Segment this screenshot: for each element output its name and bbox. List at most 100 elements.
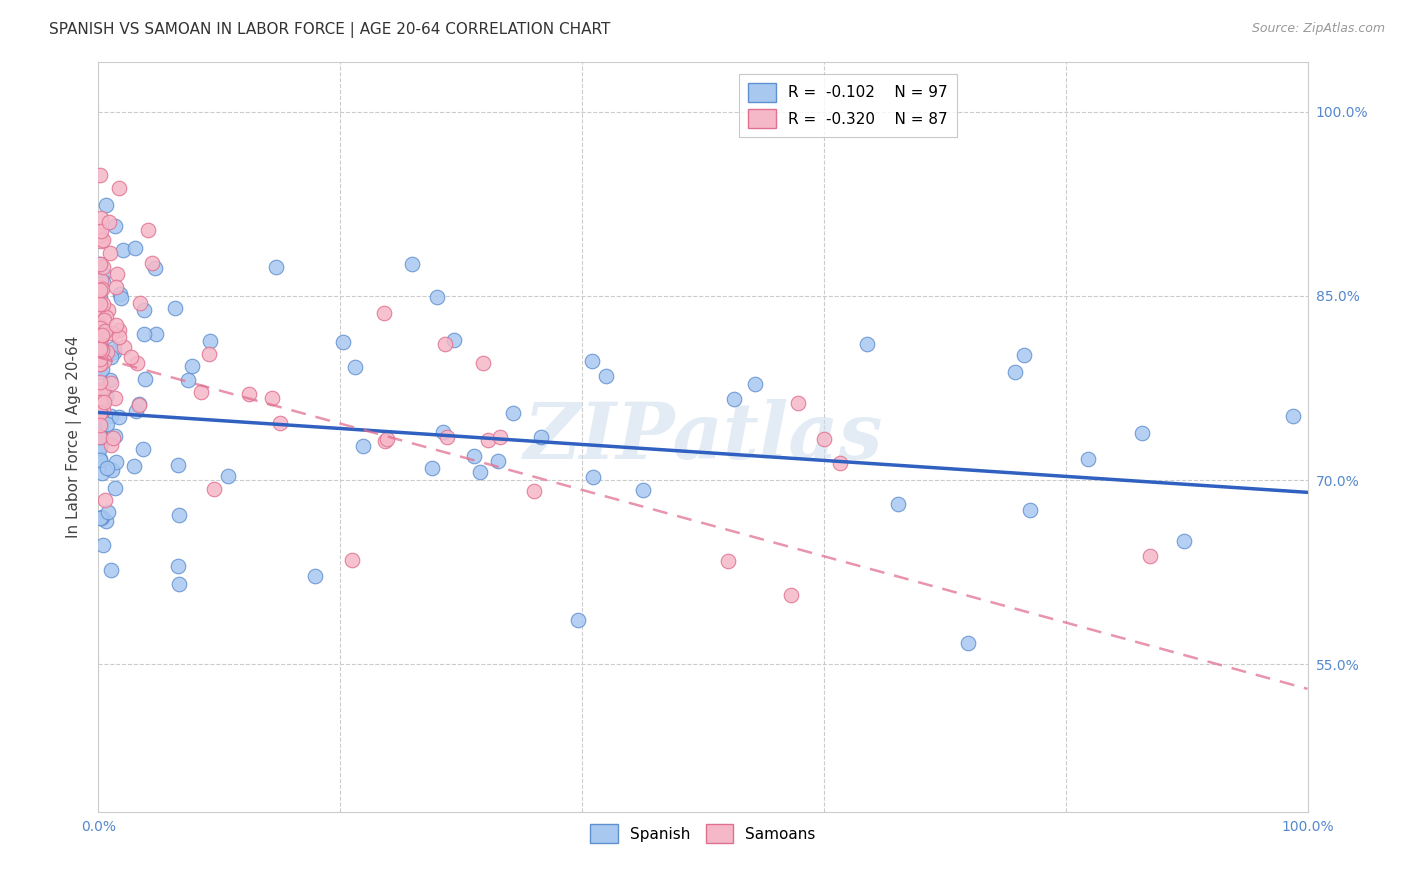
Point — [132, 442, 155, 457]
Point — [100, 409, 122, 424]
Point — [89, 430, 111, 444]
Point — [143, 261, 166, 276]
Point — [887, 497, 910, 511]
Point — [101, 326, 124, 340]
Point — [89, 283, 111, 297]
Point — [90, 235, 112, 249]
Point — [1282, 409, 1305, 424]
Point — [89, 291, 111, 305]
Point — [89, 357, 111, 371]
Point — [957, 636, 980, 650]
Point — [472, 356, 495, 370]
Point — [530, 430, 553, 444]
Point — [238, 386, 260, 401]
Point — [98, 245, 121, 260]
Point — [91, 297, 114, 311]
Legend: Spanish, Samoans: Spanish, Samoans — [583, 818, 823, 849]
Point — [89, 340, 111, 354]
Point — [107, 330, 129, 344]
Point — [105, 279, 128, 293]
Point — [90, 343, 112, 358]
Point — [103, 342, 125, 356]
Point — [89, 442, 111, 456]
Point — [91, 275, 114, 289]
Point — [198, 347, 221, 361]
Point — [166, 558, 188, 573]
Point — [828, 457, 851, 471]
Point — [463, 450, 485, 464]
Point — [470, 465, 492, 479]
Point — [90, 224, 112, 238]
Point — [91, 538, 114, 552]
Point — [433, 337, 456, 351]
Point — [90, 394, 112, 409]
Point — [98, 215, 121, 229]
Point — [375, 432, 398, 446]
Point — [89, 228, 111, 243]
Point — [1130, 425, 1153, 440]
Point — [124, 403, 146, 417]
Point — [595, 369, 617, 384]
Point — [100, 376, 122, 391]
Point — [304, 569, 326, 583]
Point — [94, 310, 117, 325]
Point — [91, 403, 114, 417]
Point — [141, 256, 163, 270]
Point — [108, 180, 131, 194]
Point — [90, 361, 112, 376]
Point — [105, 267, 128, 281]
Point — [103, 344, 125, 359]
Point — [104, 219, 127, 233]
Point — [89, 318, 111, 333]
Point — [104, 318, 127, 332]
Point — [89, 405, 111, 419]
Point — [89, 418, 111, 433]
Point — [107, 323, 129, 337]
Point — [374, 434, 396, 448]
Point — [89, 386, 111, 401]
Point — [108, 287, 131, 301]
Point — [120, 350, 142, 364]
Point — [89, 279, 111, 293]
Point — [90, 211, 112, 225]
Point — [132, 302, 155, 317]
Point — [787, 396, 810, 410]
Point — [101, 463, 124, 477]
Point — [136, 223, 159, 237]
Point — [91, 267, 114, 281]
Point — [89, 319, 111, 334]
Text: SPANISH VS SAMOAN IN LABOR FORCE | AGE 20-64 CORRELATION CHART: SPANISH VS SAMOAN IN LABOR FORCE | AGE 2… — [49, 22, 610, 38]
Point — [343, 360, 366, 375]
Point — [97, 505, 120, 519]
Point — [443, 333, 465, 347]
Point — [91, 393, 114, 408]
Point — [98, 373, 121, 387]
Point — [90, 273, 112, 287]
Point — [502, 406, 524, 420]
Point — [89, 341, 111, 355]
Point — [89, 297, 111, 311]
Point — [89, 343, 111, 357]
Point — [112, 243, 135, 257]
Point — [104, 481, 127, 495]
Point — [89, 357, 111, 371]
Point — [89, 335, 111, 350]
Y-axis label: In Labor Force | Age 20-64: In Labor Force | Age 20-64 — [66, 336, 83, 538]
Point — [90, 509, 112, 524]
Point — [90, 282, 112, 296]
Point — [260, 391, 283, 405]
Point — [266, 260, 288, 274]
Point — [90, 420, 112, 434]
Point — [112, 340, 135, 354]
Point — [89, 329, 111, 343]
Point — [342, 553, 364, 567]
Point — [477, 434, 499, 448]
Point — [103, 391, 125, 405]
Point — [89, 257, 111, 271]
Point — [96, 461, 118, 475]
Point — [426, 290, 449, 304]
Point — [1012, 348, 1035, 362]
Point — [124, 459, 146, 474]
Point — [89, 352, 111, 367]
Point — [96, 198, 118, 212]
